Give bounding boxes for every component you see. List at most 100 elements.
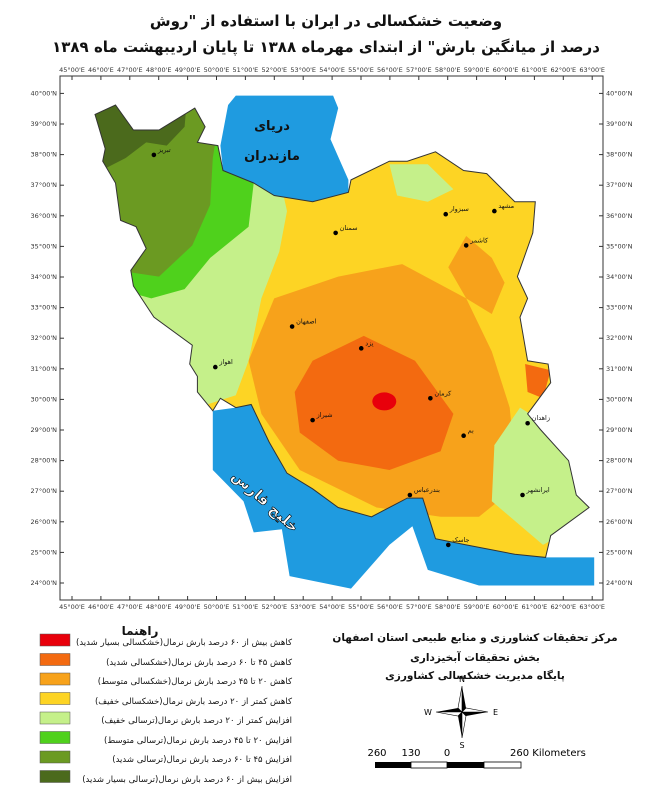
zone <box>525 364 551 399</box>
lat-tick-label: 29°00'N <box>606 426 633 434</box>
lon-tick-label: 46°00'E <box>88 603 114 611</box>
legend-label: افزایش ۴۵ تا ۶۰ درصد بارش نرمال(ترسالی ش… <box>112 755 292 765</box>
city-dot <box>461 433 466 439</box>
sea-label: مازندران <box>244 149 300 164</box>
scale-label: 0 <box>444 748 450 759</box>
city-dot <box>310 417 315 423</box>
lon-tick-label: 52°00'E <box>261 603 287 611</box>
city-dot <box>151 152 157 158</box>
country-border <box>94 104 590 558</box>
institution: بخش تحقیقات آبخیزداری <box>410 652 540 664</box>
lat-tick-label: 27°00'N <box>606 487 633 495</box>
sea-label: دریای <box>254 119 290 134</box>
legend-label: کاهش بیش از ۶۰ درصد بارش نرمال(خشکسالی ب… <box>76 638 292 648</box>
lon-tick-label: 59°00'E <box>464 66 490 74</box>
lon-tick-label: 60°00'E <box>493 603 519 611</box>
scale-label: 260 <box>367 748 386 759</box>
lon-tick-label: 62°00'E <box>550 66 576 74</box>
lon-tick-label: 61°00'E <box>522 66 548 74</box>
lon-tick-label: 51°00'E <box>233 603 259 611</box>
lat-tick-label: 30°00'N <box>31 395 58 403</box>
lat-tick-label: 39°00'N <box>31 120 58 128</box>
compass-n: N <box>459 675 465 684</box>
lon-tick-label: 48°00'E <box>146 66 172 74</box>
city-label: زاهدان <box>532 414 550 422</box>
lon-tick-label: 55°00'E <box>348 603 374 611</box>
legend-swatch <box>39 692 71 705</box>
lon-tick-label: 50°00'E <box>204 603 230 611</box>
city-label: کرمان <box>434 389 452 397</box>
city-label: ایرانشهر <box>526 486 550 494</box>
lat-tick-label: 25°00'N <box>606 548 633 556</box>
legend-label: افزایش کمتر از ۲۰ درصد بارش نرمال(ترسالی… <box>101 716 292 726</box>
city-dot <box>213 364 218 370</box>
lon-tick-label: 56°00'E <box>377 66 403 74</box>
city-label: یزد <box>365 339 373 347</box>
lon-tick-label: 60°00'E <box>493 66 519 74</box>
lat-tick-label: 35°00'N <box>31 242 58 250</box>
lon-tick-label: 55°00'E <box>348 66 374 74</box>
lon-tick-label: 47°00'E <box>117 66 143 74</box>
compass-w: W <box>424 708 432 717</box>
lat-tick-label: 24°00'N <box>31 579 58 587</box>
city-label: بندرعباس <box>414 486 440 494</box>
institution: مرکز تحقیقات کشاورزی و منابع طبیعی استان… <box>332 632 618 644</box>
lat-tick-label: 40°00'N <box>606 89 633 97</box>
legend-swatch <box>39 633 71 647</box>
city-label: بم <box>468 427 474 435</box>
lat-tick-label: 38°00'N <box>31 151 58 159</box>
legend-label: افزایش بیش از ۶۰ درصد بارش نرمال(ترسالی … <box>82 774 292 785</box>
lon-tick-label: 54°00'E <box>319 603 345 611</box>
lat-tick-label: 34°00'N <box>606 273 633 281</box>
lon-tick-label: 52°00'E <box>261 66 287 74</box>
lat-tick-label: 36°00'N <box>606 212 633 220</box>
city-dot <box>407 492 413 498</box>
city-label: تبریز <box>157 146 171 154</box>
lon-tick-label: 49°00'E <box>175 603 201 611</box>
lat-tick-label: 25°00'N <box>31 548 58 556</box>
legend-swatch <box>39 770 71 783</box>
city-dot <box>358 346 364 351</box>
lon-tick-label: 63°00'E <box>579 603 605 611</box>
legend-title: راهنما <box>121 624 159 638</box>
city-dot <box>445 542 451 548</box>
scale-label: 130 <box>401 748 420 759</box>
lat-tick-label: 29°00'N <box>31 426 58 434</box>
lon-tick-label: 46°00'E <box>88 66 114 74</box>
lat-tick-label: 32°00'N <box>606 334 633 342</box>
city-label: اهواز <box>218 358 233 366</box>
caspian-sea <box>220 95 349 202</box>
legend-swatch <box>39 653 71 666</box>
lon-tick-label: 47°00'E <box>117 603 143 611</box>
lon-tick-label: 50°00'E <box>204 66 230 74</box>
scale-label: 260 Kilometers <box>510 748 586 759</box>
city-label: جاسک <box>452 536 469 544</box>
lat-tick-label: 33°00'N <box>31 304 58 312</box>
lon-tick-label: 49°00'E <box>175 66 201 74</box>
lon-tick-label: 45°00'E <box>59 603 85 611</box>
lon-tick-label: 58°00'E <box>435 603 461 611</box>
lon-tick-label: 59°00'E <box>464 603 490 611</box>
lat-tick-label: 33°00'N <box>606 304 633 312</box>
city-dot <box>520 492 525 498</box>
lon-tick-label: 57°00'E <box>406 66 432 74</box>
city-dot <box>428 395 433 401</box>
title: وضعیت خشکسالی در ایران با استفاده از "رو… <box>149 12 503 30</box>
lat-tick-label: 31°00'N <box>31 365 58 373</box>
institution: پایگاه مدیریت خشکسالی کشاورزی <box>385 670 565 682</box>
lat-tick-label: 24°00'N <box>606 579 633 587</box>
lon-tick-label: 61°00'E <box>522 603 548 611</box>
lon-tick-label: 45°00'E <box>59 66 85 74</box>
compass: N S E W <box>424 675 498 750</box>
lat-tick-label: 26°00'N <box>606 518 633 526</box>
lat-tick-label: 36°00'N <box>31 212 58 220</box>
lat-tick-label: 31°00'N <box>606 365 633 373</box>
city-dot <box>463 243 469 248</box>
zone <box>448 236 505 314</box>
lon-tick-label: 58°00'E <box>435 66 461 74</box>
lon-tick-label: 51°00'E <box>233 66 259 74</box>
legend-label: کاهش ۴۵ تا ۶۰ درصد بارش نرمال(خشکسالی شد… <box>106 657 292 668</box>
city-label: سمنان <box>340 224 358 232</box>
lat-tick-label: 38°00'N <box>606 151 633 159</box>
